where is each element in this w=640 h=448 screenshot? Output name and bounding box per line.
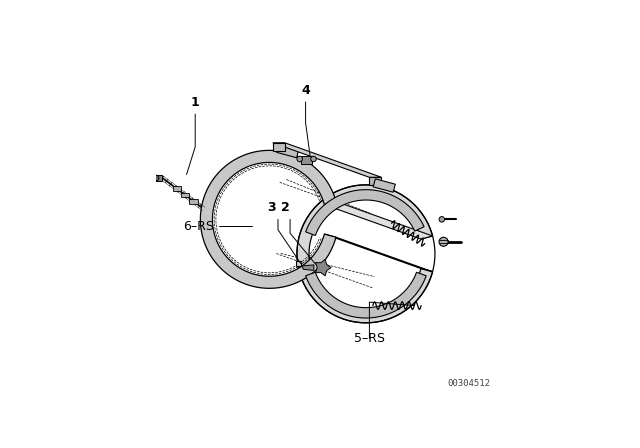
Polygon shape	[273, 143, 285, 151]
Polygon shape	[306, 272, 426, 318]
Polygon shape	[306, 190, 424, 236]
Polygon shape	[302, 265, 314, 271]
Bar	[181, 193, 189, 198]
Polygon shape	[297, 185, 433, 323]
Polygon shape	[324, 202, 433, 239]
Polygon shape	[316, 259, 331, 276]
Circle shape	[154, 175, 159, 181]
Bar	[156, 175, 163, 181]
Circle shape	[297, 156, 303, 162]
Circle shape	[439, 237, 448, 246]
Polygon shape	[200, 151, 336, 289]
Text: 4: 4	[301, 84, 310, 97]
Bar	[373, 179, 396, 192]
Polygon shape	[366, 242, 435, 266]
Bar	[301, 155, 312, 164]
Text: 3: 3	[267, 201, 275, 214]
Text: 6–RS: 6–RS	[183, 220, 214, 233]
Text: 1: 1	[191, 96, 200, 109]
Circle shape	[311, 156, 316, 162]
Polygon shape	[324, 234, 433, 271]
Bar	[296, 261, 301, 266]
Bar	[276, 144, 299, 158]
Polygon shape	[369, 177, 381, 185]
Circle shape	[439, 216, 445, 222]
Bar	[173, 186, 181, 191]
Polygon shape	[297, 185, 433, 323]
Text: 00304512: 00304512	[447, 379, 490, 388]
Text: 2: 2	[280, 201, 289, 214]
Polygon shape	[273, 143, 381, 177]
Text: 5–RS: 5–RS	[354, 332, 385, 345]
Bar	[189, 199, 198, 204]
